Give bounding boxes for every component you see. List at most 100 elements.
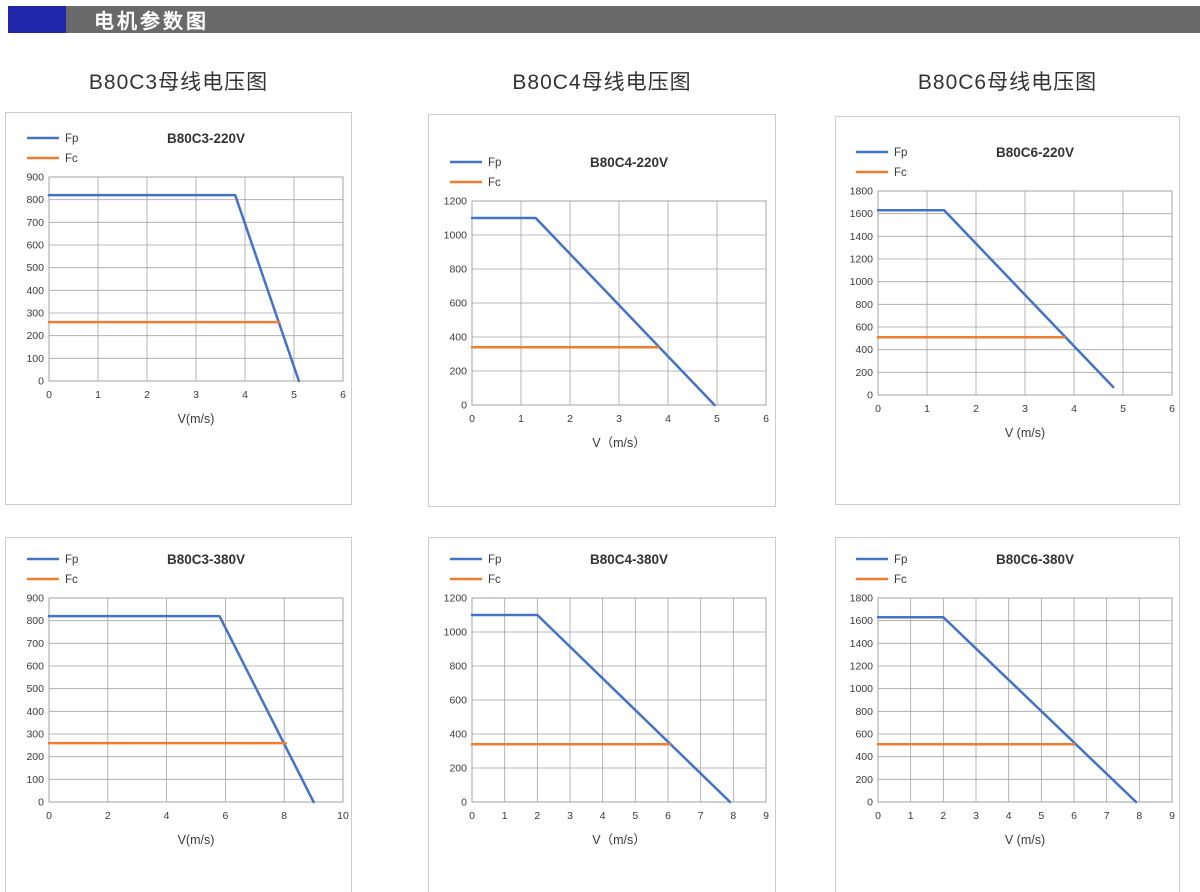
svg-text:0: 0	[46, 389, 52, 401]
chart-grid	[877, 597, 1172, 803]
svg-text:1800: 1800	[849, 186, 873, 198]
chart-svg-b80c6-380v: 0 200 400 600 800 1000 1200 1400 1600 1800 0 1 2 3 4 5 6…	[849, 552, 1175, 847]
svg-text:6: 6	[763, 413, 769, 425]
chart-panel-b80c6-380v: 0 200 400 600 800 1000 1200 1400 1600 1800 0 1 2 3 4 5 6…	[835, 537, 1180, 892]
chart-svg-b80c3-220v: 0 100 200 300 400 500 600 700 800 900 0 1 2 3 4 5 6 V(m/s…	[26, 131, 346, 426]
chart-grid	[877, 190, 1172, 396]
svg-text:600: 600	[26, 240, 44, 252]
chart-title: B80C4-220V	[590, 155, 668, 170]
chart-panel-b80c3-380v: 0 100 200 300 400 500 600 700 800 900 0 2 4 6 8 10 V(m/s…	[5, 537, 352, 892]
x-axis-title: V(m/s)	[177, 412, 214, 426]
svg-text:1: 1	[924, 403, 930, 415]
chart-legend: Fp Fc	[855, 147, 907, 179]
chart-panel-b80c4-220v: 0 200 400 600 800 1000 1200 0 1 2 3 4 5 6 V（m/s） B80C4-…	[428, 114, 776, 507]
svg-text:1200: 1200	[444, 196, 468, 208]
svg-text:100: 100	[26, 774, 44, 786]
chart-grid	[48, 176, 343, 382]
svg-text:5: 5	[1038, 810, 1044, 822]
svg-text:4: 4	[1071, 403, 1077, 415]
svg-text:6: 6	[665, 810, 671, 822]
svg-text:400: 400	[449, 729, 467, 741]
svg-text:8: 8	[281, 810, 287, 822]
legend-label-fp: Fp	[488, 554, 501, 566]
chart-grid	[48, 597, 343, 803]
svg-text:500: 500	[26, 262, 44, 274]
svg-text:500: 500	[26, 683, 44, 695]
svg-text:0: 0	[469, 413, 475, 425]
column-title-b80c3: B80C3母线电压图	[88, 71, 269, 94]
svg-text:600: 600	[855, 729, 873, 741]
chart-svg-b80c6-220v: 0 200 400 600 800 1000 1200 1400 1600 1800 0 1 2 3 4 5 6…	[849, 145, 1174, 440]
series-line-fp	[876, 616, 1137, 804]
chart-legend: Fp Fc	[450, 157, 501, 189]
svg-text:6: 6	[340, 389, 346, 401]
y-axis-labels: 0 100 200 300 400 500 600 700 800 900	[26, 593, 44, 809]
svg-text:3: 3	[567, 810, 573, 822]
svg-text:200: 200	[26, 751, 44, 763]
svg-text:3: 3	[616, 413, 622, 425]
svg-text:300: 300	[26, 308, 44, 320]
svg-text:800: 800	[449, 264, 467, 276]
series-line-fp	[470, 613, 732, 804]
svg-text:1000: 1000	[849, 276, 873, 288]
svg-text:800: 800	[855, 299, 873, 311]
header-accent-block	[8, 6, 66, 33]
svg-text:2: 2	[144, 389, 150, 401]
svg-text:800: 800	[26, 194, 44, 206]
legend-label-fp: Fp	[894, 147, 907, 159]
legend-label-fp: Fp	[65, 554, 78, 566]
svg-text:600: 600	[26, 661, 44, 673]
svg-text:7: 7	[1103, 810, 1109, 822]
svg-text:0: 0	[875, 810, 881, 822]
chart-title: B80C6-380V	[995, 552, 1073, 567]
svg-text:6: 6	[1071, 810, 1077, 822]
chart-title: B80C3-380V	[166, 552, 244, 567]
chart-svg-b80c3-380v: 0 100 200 300 400 500 600 700 800 900 0 2 4 6 8 10 V(m/s…	[26, 552, 349, 847]
svg-text:200: 200	[449, 366, 467, 378]
y-axis-labels: 0 200 400 600 800 1000 1200 1400 1600 1800	[849, 593, 873, 809]
svg-text:7: 7	[698, 810, 704, 822]
svg-text:2: 2	[567, 413, 573, 425]
svg-text:9: 9	[1169, 810, 1175, 822]
svg-text:5: 5	[714, 413, 720, 425]
series-line-fp	[876, 209, 1114, 389]
svg-text:1: 1	[518, 413, 524, 425]
chart-title: B80C6-220V	[995, 145, 1073, 160]
svg-text:0: 0	[461, 400, 467, 412]
svg-text:4: 4	[600, 810, 606, 822]
x-axis-labels: 0 1 2 3 4 5 6	[46, 389, 346, 401]
svg-text:200: 200	[855, 774, 873, 786]
x-axis-labels: 0 1 2 3 4 5 6	[469, 413, 769, 425]
x-axis-labels: 0 2 4 6 8 10	[46, 810, 349, 822]
svg-text:8: 8	[1136, 810, 1142, 822]
x-axis-title: V(m/s)	[177, 833, 214, 847]
svg-text:400: 400	[855, 344, 873, 356]
svg-text:8: 8	[730, 810, 736, 822]
legend-label-fp: Fp	[65, 133, 78, 145]
svg-text:1800: 1800	[849, 593, 873, 605]
svg-text:1000: 1000	[444, 230, 468, 242]
chart-panel-b80c4-380v: 0 200 400 600 800 1000 1200 0 1 2 3 4 5 6 7 8 9 V（m/s） B80…	[428, 537, 776, 892]
svg-text:3: 3	[193, 389, 199, 401]
legend-label-fc: Fc	[65, 574, 78, 586]
svg-text:0: 0	[38, 376, 44, 388]
svg-text:4: 4	[242, 389, 248, 401]
legend-label-fc: Fc	[488, 177, 501, 189]
svg-text:0: 0	[867, 797, 873, 809]
svg-text:1000: 1000	[444, 627, 468, 639]
svg-text:0: 0	[461, 797, 467, 809]
svg-text:2: 2	[534, 810, 540, 822]
chart-legend: Fp Fc	[26, 554, 78, 586]
svg-text:200: 200	[449, 763, 467, 775]
svg-text:0: 0	[875, 403, 881, 415]
y-axis-labels: 0 200 400 600 800 1000 1200	[444, 196, 468, 412]
svg-text:5: 5	[632, 810, 638, 822]
svg-text:6: 6	[222, 810, 228, 822]
svg-text:4: 4	[1005, 810, 1011, 822]
chart-panel-b80c3-220v: 0 100 200 300 400 500 600 700 800 900 0 1 2 3 4 5 6 V(m/s…	[5, 112, 352, 505]
legend-label-fp: Fp	[894, 554, 907, 566]
column-title-b80c4: B80C4母线电压图	[512, 71, 692, 94]
svg-text:1: 1	[95, 389, 101, 401]
legend-label-fc: Fc	[894, 574, 907, 586]
